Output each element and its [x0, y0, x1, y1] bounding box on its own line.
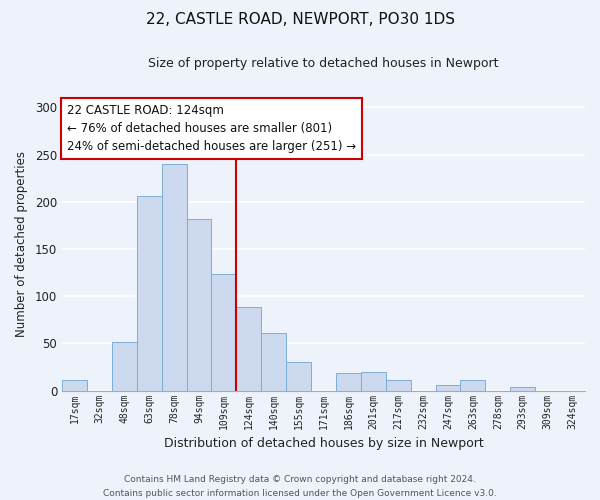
Bar [112, 342, 137, 390]
Bar [336, 372, 361, 390]
Bar [236, 306, 261, 390]
Bar [436, 385, 460, 390]
Bar [361, 372, 386, 390]
Bar [187, 219, 211, 390]
Y-axis label: Number of detached properties: Number of detached properties [15, 152, 28, 338]
Text: Contains HM Land Registry data © Crown copyright and database right 2024.
Contai: Contains HM Land Registry data © Crown c… [103, 476, 497, 498]
Bar [211, 274, 236, 390]
Text: 22, CASTLE ROAD, NEWPORT, PO30 1DS: 22, CASTLE ROAD, NEWPORT, PO30 1DS [146, 12, 455, 28]
Title: Size of property relative to detached houses in Newport: Size of property relative to detached ho… [148, 58, 499, 70]
Text: 22 CASTLE ROAD: 124sqm
← 76% of detached houses are smaller (801)
24% of semi-de: 22 CASTLE ROAD: 124sqm ← 76% of detached… [67, 104, 356, 153]
Bar [460, 380, 485, 390]
Bar [137, 196, 161, 390]
Bar [161, 164, 187, 390]
X-axis label: Distribution of detached houses by size in Newport: Distribution of detached houses by size … [164, 437, 484, 450]
Bar [62, 380, 87, 390]
Bar [510, 387, 535, 390]
Bar [386, 380, 410, 390]
Bar [286, 362, 311, 390]
Bar [261, 333, 286, 390]
